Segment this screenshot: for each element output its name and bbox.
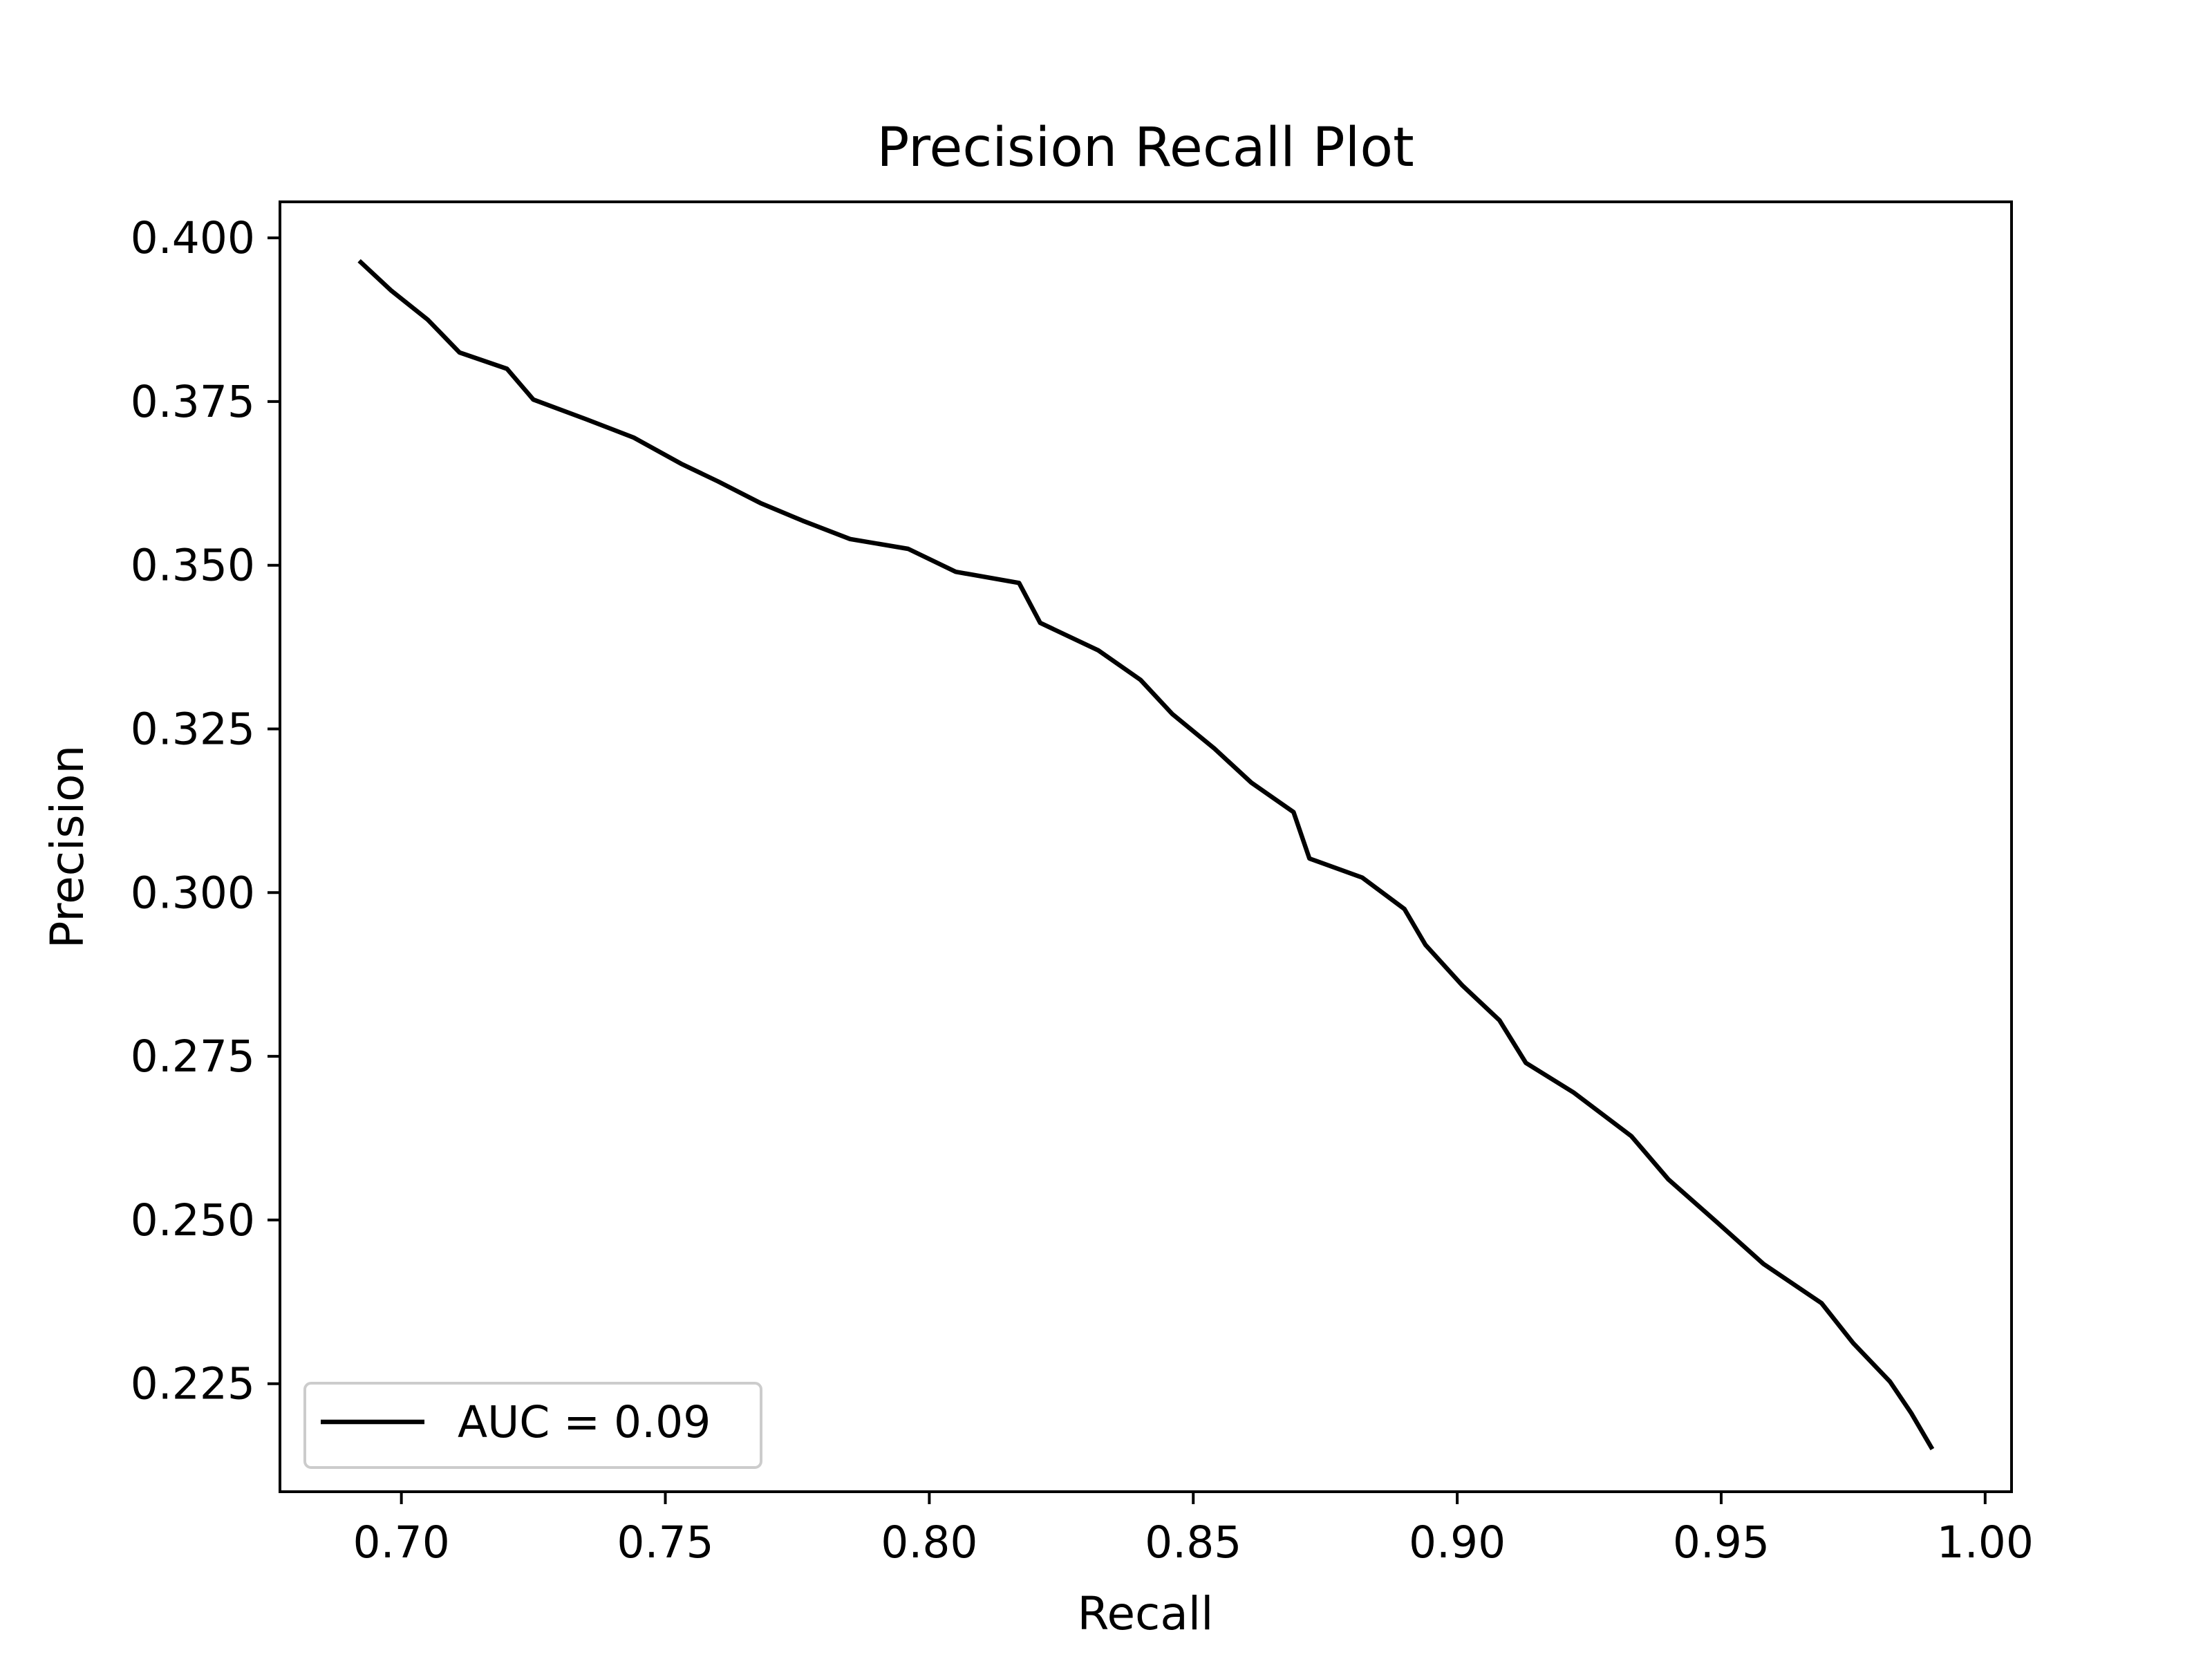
- series-line-0: [357, 259, 1935, 1451]
- y-tick-label: 0.400: [131, 213, 255, 263]
- legend-label: AUC = 0.09: [458, 1397, 711, 1447]
- y-axis-label: Precision: [41, 745, 94, 949]
- y-tick-label: 0.300: [131, 868, 255, 918]
- y-tick-label: 0.250: [131, 1195, 255, 1246]
- y-tick-label: 0.375: [131, 377, 255, 427]
- x-tick-label: 0.75: [617, 1517, 713, 1568]
- chart-title: Precision Recall Plot: [877, 117, 1414, 179]
- x-tick-label: 0.90: [1409, 1517, 1506, 1568]
- y-tick-label: 0.225: [131, 1359, 255, 1409]
- y-tick-label: 0.350: [131, 541, 255, 591]
- x-tick-label: 0.95: [1673, 1517, 1770, 1568]
- y-tick-label: 0.275: [131, 1031, 255, 1082]
- x-tick-label: 0.80: [881, 1517, 977, 1568]
- plot-area: [279, 200, 2013, 1493]
- x-tick-label: 0.85: [1145, 1517, 1241, 1568]
- y-tick-label: 0.325: [131, 704, 255, 755]
- series-layer: [357, 259, 1935, 1451]
- legend-box: [303, 1382, 762, 1469]
- axes-frame: [279, 200, 2013, 1493]
- x-axis-label: Recall: [1078, 1587, 1214, 1640]
- y-axis-ticks: 0.225 0.250 0.275 0.300 0.325 0.350 0.375 0.400: [131, 213, 280, 1409]
- legend: AUC = 0.09: [303, 1382, 762, 1469]
- x-tick-label: 1.00: [1937, 1517, 2034, 1568]
- x-axis-ticks: 0.70 0.75 0.80 0.85 0.90 0.95 1.00: [353, 1492, 2034, 1568]
- x-tick-label: 0.70: [353, 1517, 450, 1568]
